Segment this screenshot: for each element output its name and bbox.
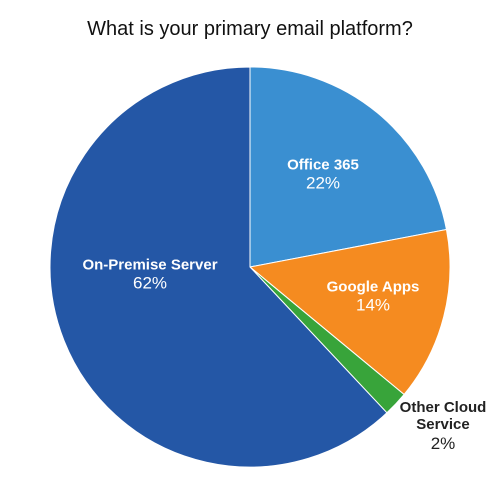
slice-label: On-Premise Server 62% bbox=[60, 257, 240, 294]
chart-title: What is your primary email platform? bbox=[87, 18, 413, 40]
pie-slice bbox=[248, 228, 451, 396]
pie-slice bbox=[249, 66, 448, 268]
slice-name: Office 365 bbox=[287, 156, 359, 174]
slice-value: 14% bbox=[355, 295, 391, 315]
pie-slice bbox=[49, 66, 388, 468]
slice-value: 62% bbox=[132, 273, 168, 293]
slice-value: 22% bbox=[305, 173, 341, 193]
slice-name: Other Cloud Service bbox=[399, 398, 487, 434]
slice-name: Google Apps bbox=[326, 278, 420, 296]
slice-name: On-Premise Server bbox=[82, 256, 218, 274]
slice-label: Office 365 22% bbox=[263, 157, 383, 194]
slice-label: Google Apps 14% bbox=[313, 279, 433, 316]
slice-label: Other Cloud Service 2% bbox=[393, 399, 493, 453]
slice-value: 2% bbox=[430, 433, 456, 453]
